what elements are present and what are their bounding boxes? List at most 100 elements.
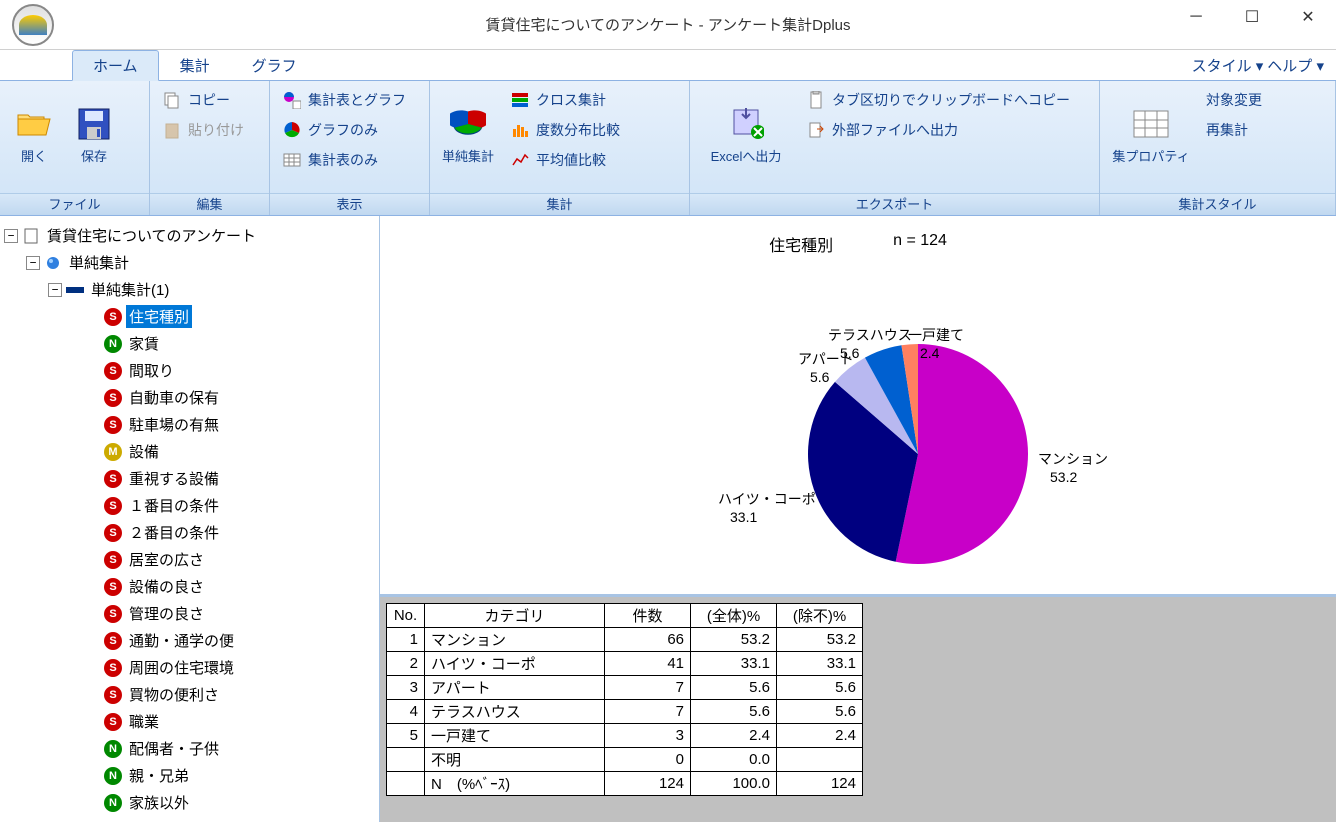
tree-item[interactable]: N配偶者・子供 (4, 735, 375, 762)
tree-node-simple-1[interactable]: − 単純集計(1) (4, 276, 375, 303)
tree-item[interactable]: S職業 (4, 708, 375, 735)
chart-n-label: n = 124 (893, 232, 947, 256)
pie-value: 5.6 (810, 369, 830, 385)
tree-node-label: 単純集計(1) (88, 278, 172, 301)
tree-item[interactable]: S重視する設備 (4, 465, 375, 492)
tree-node-label: 単純集計 (66, 251, 132, 274)
col-count: 件数 (605, 604, 691, 628)
chevron-down-icon: ▾ (1316, 58, 1324, 75)
tree-item[interactable]: S自動車の保有 (4, 384, 375, 411)
document-icon (22, 227, 40, 245)
tree-item-label: 職業 (126, 710, 162, 733)
cell-pct_ex: 53.2 (777, 628, 863, 652)
table-row[interactable]: 5一戸建て32.42.4 (387, 724, 863, 748)
col-pct-all: (全体)% (691, 604, 777, 628)
tree-item[interactable]: S駐車場の有無 (4, 411, 375, 438)
collapse-icon[interactable]: − (4, 229, 18, 243)
tab-1[interactable]: 集計 (159, 50, 231, 80)
table-row[interactable]: 3アパート75.65.6 (387, 676, 863, 700)
table-row[interactable]: 4テラスハウス75.65.6 (387, 700, 863, 724)
copy-button[interactable]: コピー (156, 85, 250, 115)
collapse-icon[interactable]: − (48, 283, 62, 297)
s-badge-icon: S (104, 470, 122, 488)
close-button[interactable]: ✕ (1280, 0, 1336, 34)
tree-item-label: 家賃 (126, 332, 162, 355)
ribbon-group-label: 集計 (430, 193, 689, 215)
cross-tally-button[interactable]: クロス集計 (504, 85, 626, 115)
tree-item[interactable]: N家族以外 (4, 789, 375, 816)
tree-item[interactable]: S設備の良さ (4, 573, 375, 600)
table-row[interactable]: 1マンション6653.253.2 (387, 628, 863, 652)
tree-item-label: 重視する設備 (126, 467, 222, 490)
tree-item-label: 住宅種別 (126, 305, 192, 328)
properties-button[interactable]: 集プロパティ (1106, 85, 1196, 185)
clipboard-export-button[interactable]: タブ区切りでクリップボードへコピー (800, 85, 1076, 115)
table-row[interactable]: N (%ﾍﾞｰｽ)124100.0124 (387, 772, 863, 796)
pie-3d-icon (450, 106, 486, 142)
tree-item[interactable]: N家賃 (4, 330, 375, 357)
paste-button[interactable]: 貼り付け (156, 115, 250, 145)
pie-icon (282, 120, 302, 140)
table-and-graph-button[interactable]: 集計表とグラフ (276, 85, 412, 115)
ribbon: 開く 保存 ファイル コピー 貼り付け 編集 (0, 80, 1336, 216)
table-row[interactable]: 2ハイツ・コーポ4133.133.1 (387, 652, 863, 676)
properties-label: 集プロパティ (1112, 146, 1189, 165)
change-target-button[interactable]: 対象変更 (1200, 85, 1268, 115)
tree-item[interactable]: S住宅種別 (4, 303, 375, 330)
tree-item[interactable]: S１番目の条件 (4, 492, 375, 519)
table-row[interactable]: 不明00.0 (387, 748, 863, 772)
table-only-label: 集計表のみ (308, 150, 378, 170)
retally-button[interactable]: 再集計 (1200, 115, 1268, 145)
save-button[interactable]: 保存 (66, 85, 122, 185)
s-badge-icon: S (104, 578, 122, 596)
tree-item[interactable]: S通勤・通学の便 (4, 627, 375, 654)
pie-value: 5.6 (840, 345, 860, 361)
file-export-button[interactable]: 外部ファイルへ出力 (800, 115, 1076, 145)
maximize-button[interactable]: ☐ (1224, 0, 1280, 34)
tab-2[interactable]: グラフ (231, 50, 318, 80)
tree-item[interactable]: M設備 (4, 438, 375, 465)
app-logo[interactable] (8, 0, 58, 50)
tree-item[interactable]: S管理の良さ (4, 600, 375, 627)
s-badge-icon: S (104, 713, 122, 731)
pie-label: マンション (1038, 451, 1108, 467)
tree-panel[interactable]: − 賃貸住宅についてのアンケート − 単純集計 − 単純集計(1) S住宅種別N… (0, 216, 380, 822)
tree: − 賃貸住宅についてのアンケート − 単純集計 − 単純集計(1) S住宅種別N… (0, 216, 379, 822)
paste-icon (162, 120, 182, 140)
col-pct-ex: (除不)% (777, 604, 863, 628)
table-area[interactable]: No. カテゴリ 件数 (全体)% (除不)% 1マンション6653.253.2… (380, 597, 1336, 822)
pie-value: 53.2 (1050, 469, 1077, 485)
collapse-icon[interactable]: − (26, 256, 40, 270)
open-button[interactable]: 開く (6, 85, 62, 185)
pie-label: 一戸建て (908, 327, 964, 343)
cell-pct_all: 53.2 (691, 628, 777, 652)
cell-count: 3 (605, 724, 691, 748)
tree-item[interactable]: S周囲の住宅環境 (4, 654, 375, 681)
graph-only-button[interactable]: グラフのみ (276, 115, 412, 145)
cell-pct_ex: 2.4 (777, 724, 863, 748)
grid-icon (1133, 106, 1169, 142)
tree-item[interactable]: S居室の広さ (4, 546, 375, 573)
copy-label: コピー (188, 90, 230, 110)
simple-tally-label: 単純集計 (442, 146, 494, 165)
mean-compare-button[interactable]: 平均値比較 (504, 145, 626, 175)
ribbon-group-label: ファイル (0, 193, 149, 215)
minimize-button[interactable]: ─ (1168, 0, 1224, 34)
tree-item[interactable]: S買物の便利さ (4, 681, 375, 708)
tree-item[interactable]: S２番目の条件 (4, 519, 375, 546)
cell-pct_all: 33.1 (691, 652, 777, 676)
style-menu[interactable]: スタイル ▾ (1192, 55, 1264, 76)
s-badge-icon: S (104, 632, 122, 650)
tab-0[interactable]: ホーム (72, 50, 159, 81)
simple-tally-button[interactable]: 単純集計 (436, 85, 500, 185)
help-menu[interactable]: ヘルプ ▾ (1267, 55, 1324, 76)
freq-compare-button[interactable]: 度数分布比較 (504, 115, 626, 145)
tree-item[interactable]: S間取り (4, 357, 375, 384)
table-only-button[interactable]: 集計表のみ (276, 145, 412, 175)
folder-open-icon (16, 106, 52, 142)
tree-node-simple[interactable]: − 単純集計 (4, 249, 375, 276)
excel-export-button[interactable]: Excelへ出力 (696, 85, 796, 185)
tree-item[interactable]: N親・兄弟 (4, 762, 375, 789)
tree-root[interactable]: − 賃貸住宅についてのアンケート (4, 222, 375, 249)
cell-pct_all: 0.0 (691, 748, 777, 772)
